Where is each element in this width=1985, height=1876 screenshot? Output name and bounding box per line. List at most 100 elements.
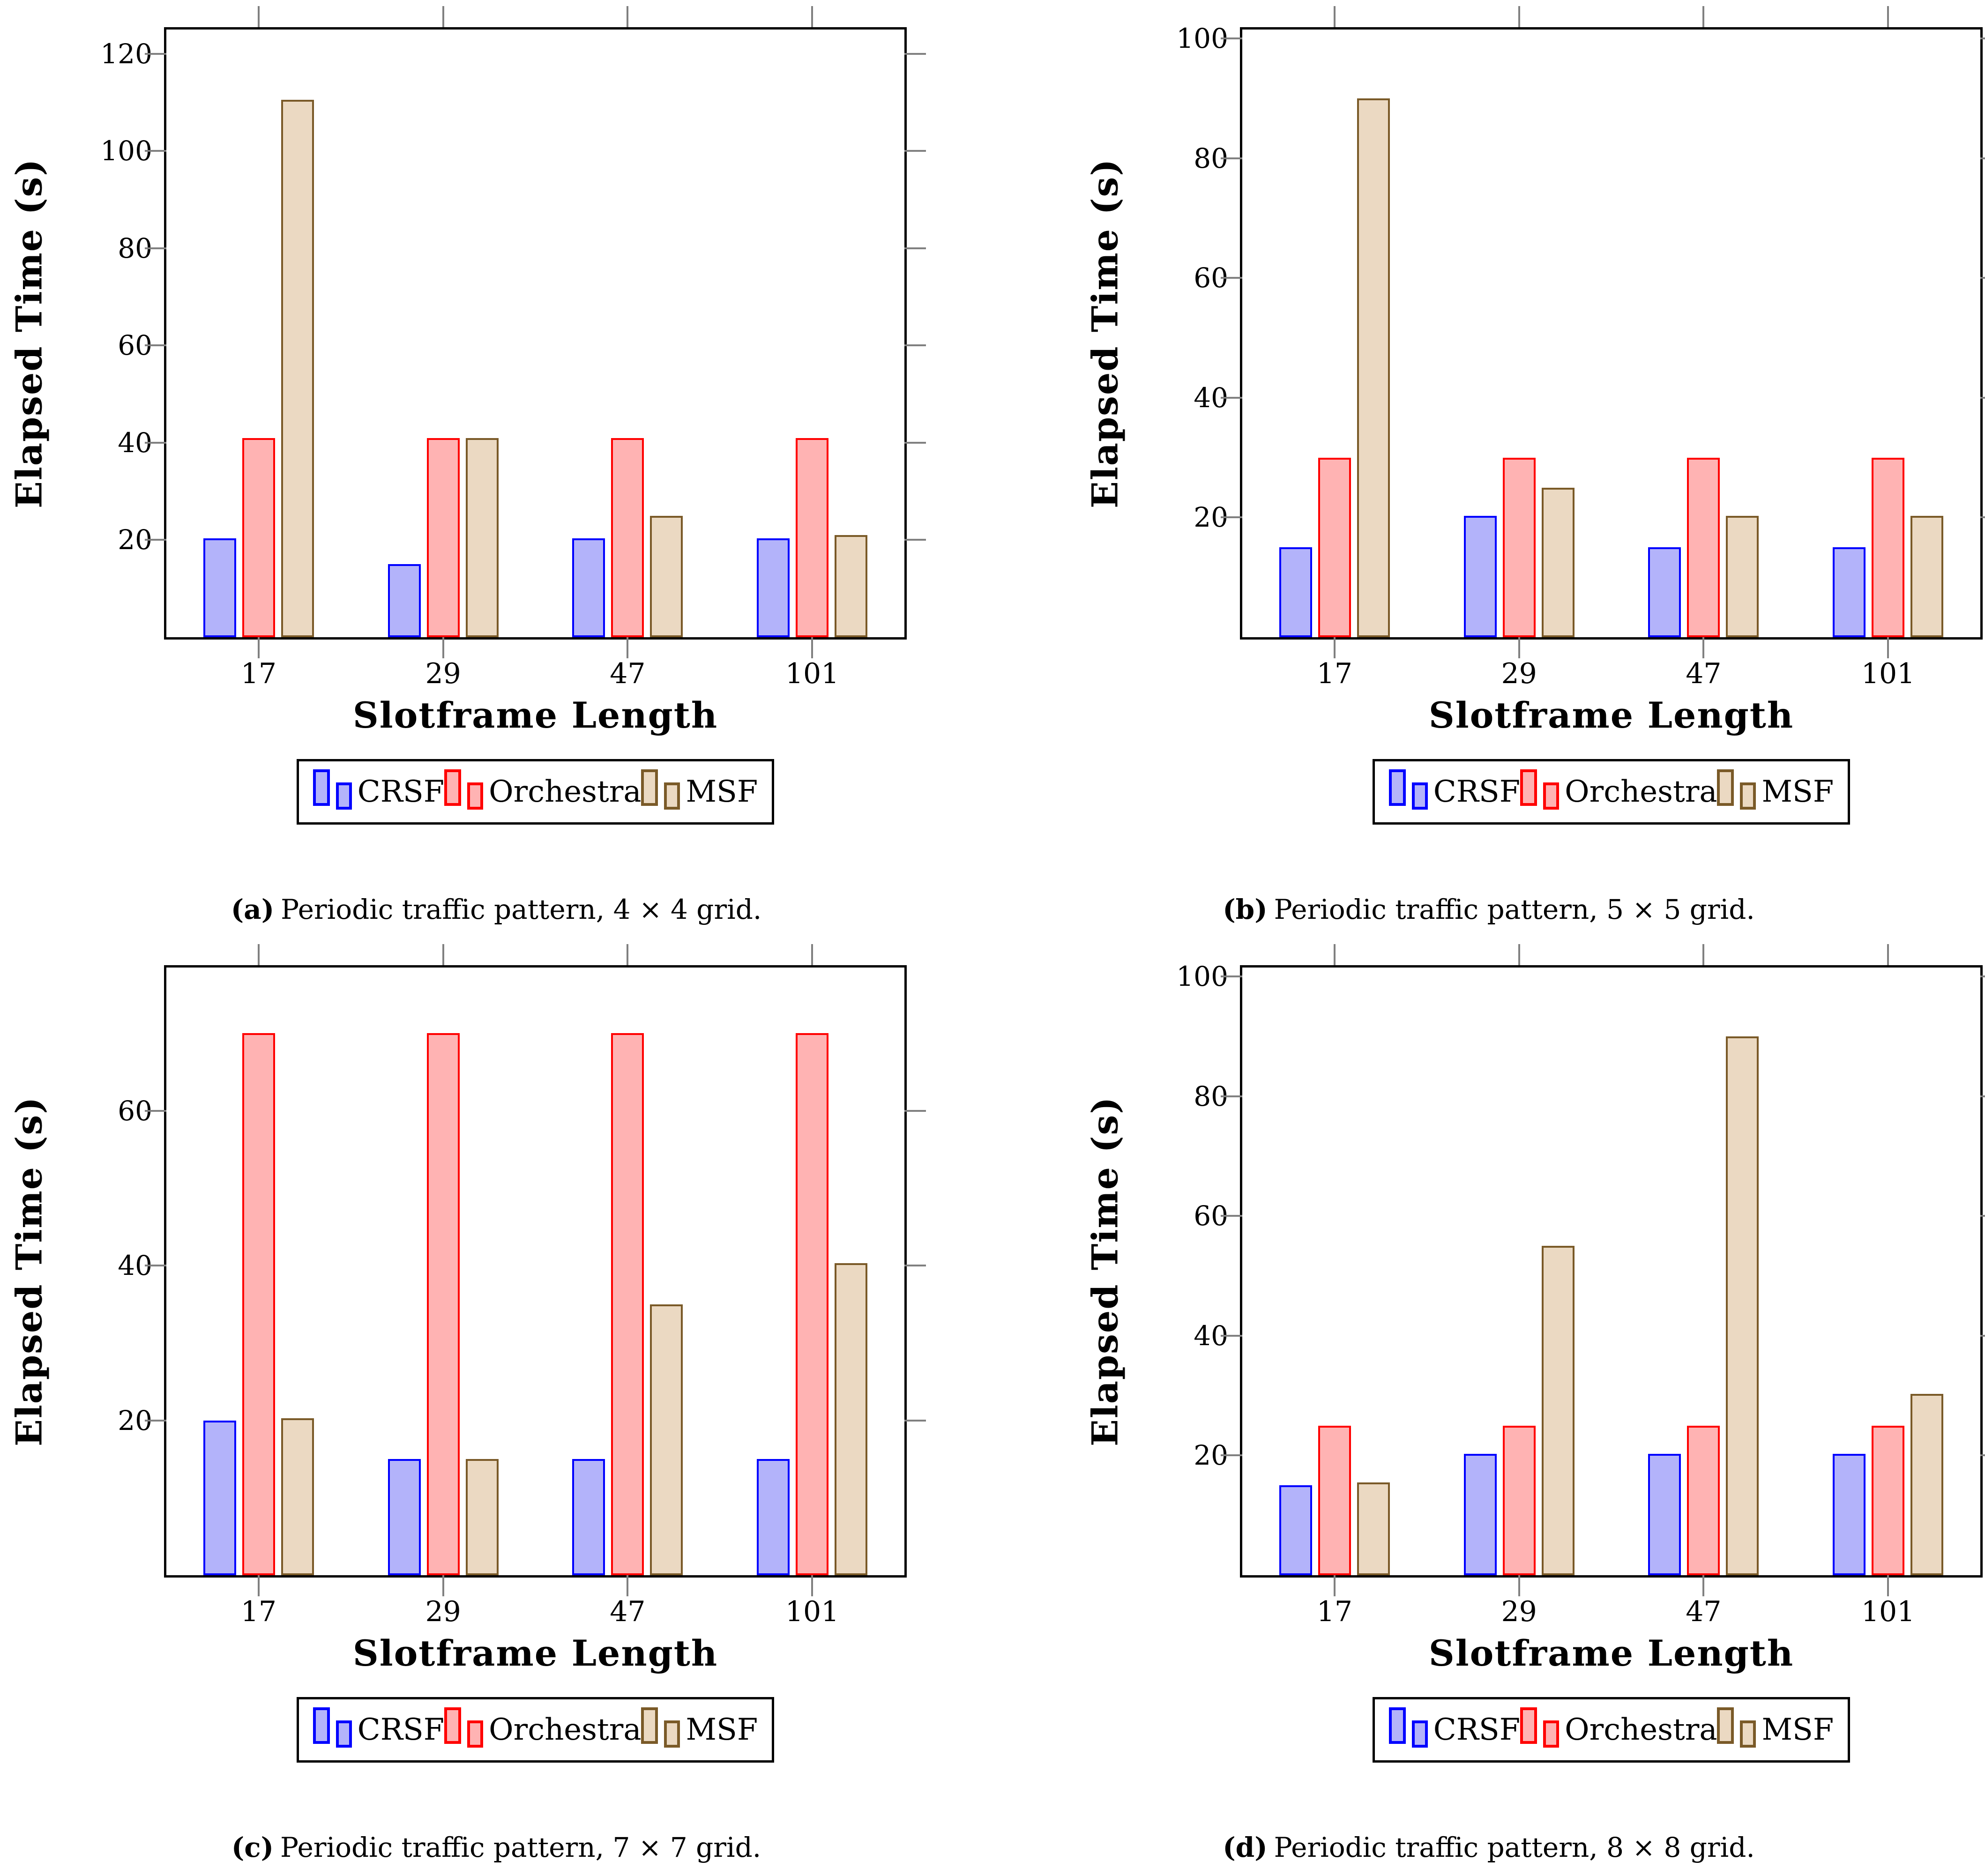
x-tick-mark-top (1887, 6, 1889, 27)
y-tick-mark-right (1980, 516, 1985, 519)
subfigure-c: Elapsed Time (s) 20 40 60 17 29 47 101 Slotfra… (0, 938, 992, 1876)
bar-msf-101 (835, 535, 868, 637)
legend-entry-msf: MSF (1717, 769, 1834, 810)
x-tick-mark-bottom (811, 637, 813, 658)
y-tick-mark-right (904, 247, 926, 249)
caption-label: (d) (1223, 1831, 1268, 1863)
y-tick-mark-right (904, 52, 926, 55)
y-tick-mark-left (145, 344, 166, 347)
legend-swatch-icon (444, 1707, 462, 1744)
chart-d: Elapsed Time (s) 20 40 60 80 100 17 29 47 101 Sl… (1076, 938, 1985, 1781)
bar-crsf-17 (1279, 1485, 1312, 1575)
bar-crsf-17 (203, 538, 236, 637)
legend-label: MSF (686, 774, 758, 809)
subfigure-a: Elapsed Time (s) 20 40 60 80 100 120 17 29 47 101… (0, 0, 992, 938)
legend: CRSF Orchestra MSF (1372, 759, 1851, 825)
bar-msf-101 (1910, 1393, 1944, 1575)
legend-swatch-icon (664, 782, 680, 810)
x-tick-mark-top (1702, 944, 1705, 965)
bar-crsf-29 (388, 564, 421, 637)
legend-swatch-icon (313, 1707, 330, 1744)
legend-swatch-icon (1411, 782, 1428, 810)
y-tick-mark-left (1221, 157, 1242, 159)
x-tick-label: 101 (785, 1595, 839, 1628)
legend-swatch-icon (1740, 1720, 1756, 1748)
x-tick-mark-top (627, 6, 629, 27)
y-tick-mark-left (145, 247, 166, 249)
x-tick-mark-bottom (627, 1575, 629, 1596)
plot-area: 20 40 60 80 100 17 29 47 101 (1176, 6, 1985, 688)
y-tick-mark-right (1980, 975, 1985, 978)
legend-swatch-icon (1388, 1707, 1406, 1744)
y-tick-mark-left (1221, 1215, 1242, 1217)
plot-area: 20 40 60 17 29 47 101 (118, 944, 926, 1626)
x-tick-mark-bottom (1333, 637, 1336, 658)
x-tick-mark-top (442, 944, 444, 965)
legend-label: Orchestra (489, 774, 642, 809)
x-tick-label: 29 (425, 1595, 461, 1628)
bar-crsf-29 (1463, 1453, 1497, 1575)
x-tick-mark-top (1887, 944, 1889, 965)
y-tick-mark-left (145, 539, 166, 541)
x-tick-mark-top (811, 6, 813, 27)
legend-label: Orchestra (1565, 774, 1717, 809)
bar-crsf-29 (388, 1459, 421, 1575)
x-tick-mark-bottom (442, 637, 444, 658)
y-tick-label: 20 (118, 1404, 152, 1437)
legend-label: CRSF (1433, 1712, 1521, 1747)
legend-label: MSF (1761, 774, 1834, 809)
legend-row: CRSF Orchestra MSF (1240, 1697, 1983, 1763)
legend-swatch-icon (1388, 769, 1406, 806)
legend-swatch-icon (1717, 769, 1734, 806)
y-tick-mark-left (1221, 37, 1242, 40)
bar-crsf-101 (1833, 547, 1866, 637)
legend-entry-msf: MSF (641, 769, 758, 810)
y-tick-label: 40 (118, 1250, 152, 1282)
y-tick-mark-right (904, 1419, 926, 1422)
bar-msf-47 (650, 1304, 683, 1575)
caption: (b) Periodic traffic pattern, 5 × 5 grid. (992, 893, 1985, 926)
x-axis-label: Slotframe Length (352, 1632, 718, 1674)
y-tick-label: 60 (118, 1094, 152, 1127)
y-tick-mark-right (904, 1109, 926, 1112)
bar-crsf-47 (572, 538, 605, 637)
y-tick-mark-left (1221, 975, 1242, 978)
legend-entry-crsf: CRSF (1388, 1707, 1521, 1748)
x-tick-mark-top (257, 6, 260, 27)
legend-swatch-icon (336, 1720, 352, 1748)
legend-swatch-icon (467, 1720, 484, 1748)
chart-c: Elapsed Time (s) 20 40 60 17 29 47 101 Slotfra… (0, 938, 992, 1781)
x-tick-mark-top (627, 944, 629, 965)
caption-text: Periodic traffic pattern, 5 × 5 grid. (1274, 893, 1755, 925)
bar-msf-47 (650, 515, 683, 637)
bar-orchestra-101 (796, 1033, 829, 1575)
x-tick-label: 17 (240, 657, 277, 690)
bar-msf-47 (1726, 1036, 1759, 1575)
x-tick-mark-bottom (257, 637, 260, 658)
x-tick-label: 17 (1316, 1595, 1353, 1628)
legend-swatch-icon (1543, 782, 1560, 810)
legend-entry-orchestra: Orchestra (444, 769, 642, 810)
bar-orchestra-17 (1318, 1425, 1351, 1575)
bar-crsf-17 (203, 1420, 236, 1575)
y-tick-label: 80 (1194, 142, 1228, 174)
legend-entry-orchestra: Orchestra (444, 1707, 641, 1748)
y-tick-label: 20 (1194, 501, 1228, 534)
x-tick-mark-top (1518, 6, 1520, 27)
legend-entry-orchestra: Orchestra (1520, 769, 1717, 810)
bar-orchestra-47 (611, 1033, 644, 1575)
legend-entry-crsf: CRSF (313, 1707, 444, 1748)
bar-orchestra-101 (796, 438, 829, 637)
legend-swatch-icon (313, 769, 330, 806)
x-tick-label: 29 (1501, 657, 1537, 690)
plot-area: 20 40 60 80 100 17 29 47 101 (1176, 944, 1985, 1626)
y-tick-label: 100 (1176, 22, 1228, 55)
legend-swatch-icon (641, 1707, 658, 1744)
legend-swatch-icon (444, 769, 462, 806)
subfigure-d: Elapsed Time (s) 20 40 60 80 100 17 29 47 101 Sl… (992, 938, 1985, 1876)
legend-swatch-icon (1717, 1707, 1734, 1744)
y-tick-mark-left (1221, 1334, 1242, 1337)
x-axis-label: Slotframe Length (1428, 1632, 1794, 1674)
caption-text: Periodic traffic pattern, 4 × 4 grid. (281, 893, 762, 925)
